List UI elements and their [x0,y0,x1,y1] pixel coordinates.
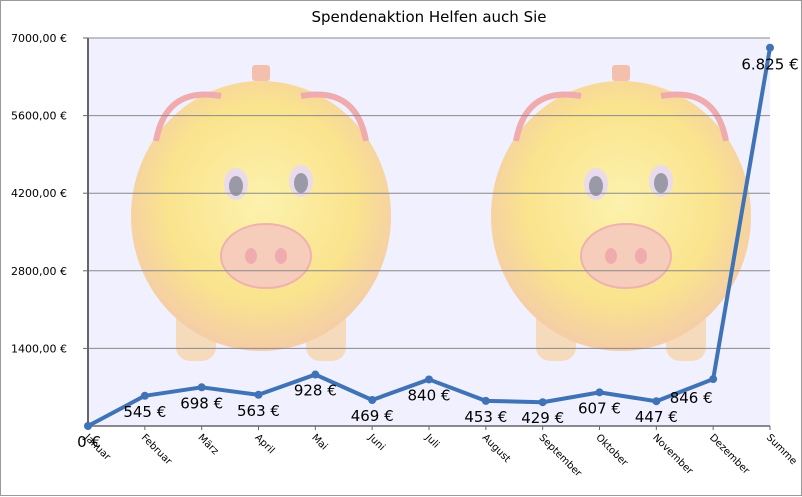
data-point [425,375,433,384]
y-axis-ticks: 1400,00 € 2800,00 € 4200,00 € 5600,00 € 7000… [11,32,88,355]
data-point [368,396,377,405]
data-label: 429 € [521,409,564,427]
x-tick-label: November [650,432,695,477]
x-tick-label: Oktober [593,432,630,469]
data-label: 698 € [180,394,223,412]
data-label: 453 € [464,408,507,426]
y-tick-label: 2800,00 € [11,265,67,278]
piggy-bank-icon [491,65,751,361]
x-tick-label: Mai [309,432,329,452]
x-tick-label: Februar [139,432,175,468]
data-point [766,43,774,52]
data-label: 607 € [578,399,621,417]
x-axis-ticks: Januar Februar März April Mai Juni Juli August S… [81,426,799,480]
y-tick-label: 7000,00 € [11,32,67,45]
gridlines [88,37,770,349]
data-point [538,398,547,407]
data-point [254,390,263,399]
x-tick-label: Dezember [707,432,752,477]
y-tick-label: 4200,00 € [11,187,67,200]
data-point [652,397,661,406]
background-illustration [131,65,751,361]
x-tick-label: Summe [764,432,799,467]
x-tick-label: Juli [422,432,441,451]
data-point [311,370,320,379]
data-label: 846 € [670,389,713,407]
y-tick-label: 1400,00 € [11,342,67,355]
data-labels: 0 € 545 € 698 € 563 € 928 € 469 € 840 € 453 € 42… [77,56,799,451]
data-label: 563 € [237,402,280,420]
series-line [84,43,774,430]
x-tick-label: März [196,432,221,457]
x-tick-label: August [480,432,513,465]
x-tick-label: Juni [365,432,387,454]
data-label: 545 € [123,403,166,421]
data-label: 928 € [294,382,337,400]
data-label: 840 € [408,386,451,404]
chart-title: Spendenaktion Helfen auch Sie [311,8,546,26]
data-point [197,383,206,392]
x-tick-label: April [252,432,276,456]
data-point [481,396,490,405]
data-label: 469 € [351,407,394,425]
piggy-bank-icon [131,65,391,361]
data-label: 447 € [635,408,678,426]
data-point [709,375,718,384]
data-label: 0 € [77,433,101,451]
data-point [84,422,92,430]
y-tick-label: 5600,00 € [11,110,67,123]
x-tick-label: September [537,432,584,479]
data-point [595,388,604,397]
data-point [140,391,149,400]
data-label: 6.825 € [741,56,798,74]
